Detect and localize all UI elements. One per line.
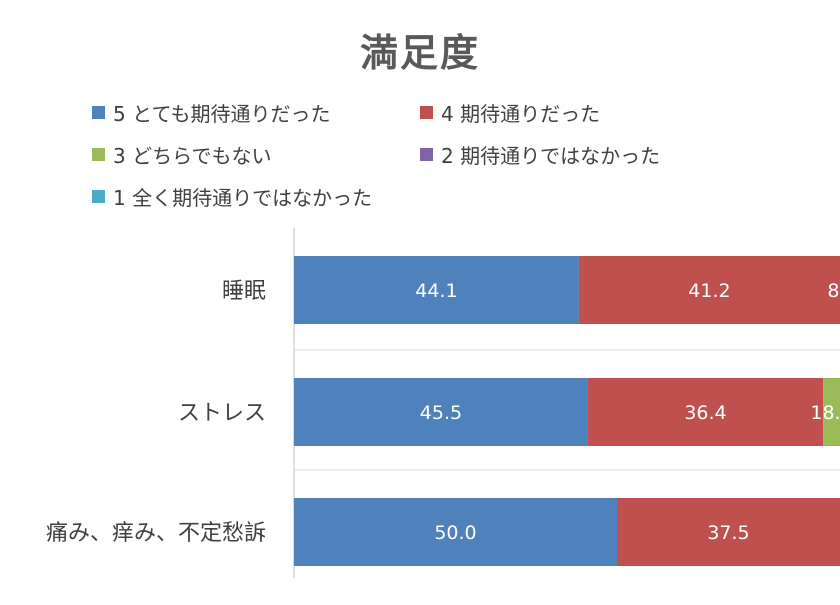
bar-segment	[823, 378, 840, 446]
data-label: 41.2	[688, 280, 730, 302]
legend-label: 1 全く期待通りではなかった	[113, 186, 373, 210]
legend-label: 4 期待通りだった	[441, 102, 601, 126]
data-label: 50.0	[434, 522, 476, 544]
legend-label: 5 とても期待通りだった	[113, 102, 331, 126]
bar-segment	[294, 498, 617, 566]
bar-segment	[587, 378, 824, 446]
legend-item-series-5: 1 全く期待通りではなかった	[92, 182, 372, 211]
legend-item-series-4: 2 期待通りではなかった	[420, 140, 660, 169]
legend-label: 3 どちらでもない	[113, 144, 272, 168]
data-label: 36.4	[684, 402, 726, 424]
legend-swatch	[420, 106, 433, 119]
legend: 5 とても期待通りだった 4 期待通りだった 3 どちらでもない 2 期待通りで…	[0, 0, 840, 220]
category-label: ストレス	[178, 401, 266, 426]
data-label: 18.1	[810, 402, 840, 424]
bar-segment	[294, 378, 588, 446]
data-label: 45.5	[420, 402, 462, 424]
bar-segment	[578, 256, 840, 324]
legend-swatch	[92, 148, 105, 161]
data-label: 44.1	[415, 280, 457, 302]
legend-swatch	[92, 106, 105, 119]
bar-segment	[294, 256, 579, 324]
data-label: 37.5	[707, 522, 749, 544]
category-label: 睡眠	[222, 279, 266, 304]
data-label: 8.8	[827, 280, 840, 302]
chart-title: 満足度	[359, 31, 480, 75]
legend-item-series-3: 3 どちらでもない	[92, 140, 271, 169]
legend-swatch	[92, 190, 105, 203]
bar-segment	[617, 498, 840, 566]
category-label: 痛み、痒み、不定愁訴	[46, 521, 266, 546]
legend-label: 2 期待通りではなかった	[441, 144, 661, 168]
legend-swatch	[420, 148, 433, 161]
legend-item-series-1: 5 とても期待通りだった	[92, 98, 330, 127]
legend-item-series-2: 4 期待通りだった	[420, 98, 600, 127]
